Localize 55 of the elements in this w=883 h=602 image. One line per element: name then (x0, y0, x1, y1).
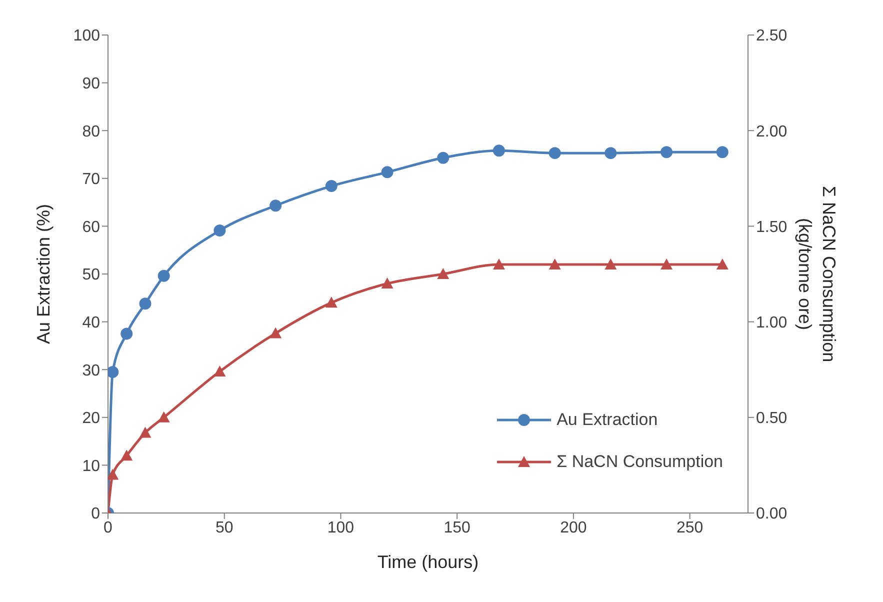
legend-label: Au Extraction (556, 410, 658, 430)
point (437, 152, 450, 164)
point (492, 258, 505, 270)
y-tick-label: 30 (82, 362, 100, 380)
y2-tick-label: 0.00 (756, 506, 788, 523)
point (604, 258, 617, 270)
point (604, 147, 617, 160)
point (437, 268, 450, 279)
x-tick-label: 150 (444, 519, 471, 536)
point (108, 366, 119, 378)
point (139, 426, 152, 438)
y2-tick-label: 1.50 (756, 218, 788, 236)
y-tick-label: 20 (82, 410, 100, 428)
y2-tick-label: 2.50 (756, 28, 788, 45)
y2-axis-title: Σ NaCN Consumption (kg/tonne ore) (795, 186, 839, 362)
point (325, 180, 338, 192)
y-tick-label: 100 (73, 28, 100, 45)
point (381, 278, 394, 289)
point (660, 258, 673, 270)
y-tick-label: 90 (82, 75, 100, 92)
y2-tick-label: 1.00 (756, 314, 788, 332)
x-tick-label: 50 (215, 519, 234, 536)
point (120, 328, 133, 340)
y-tick-label: 40 (82, 314, 100, 332)
point (158, 270, 170, 282)
y-tick-label: 10 (82, 458, 100, 475)
point (325, 296, 338, 308)
y2-tick-label: 0.50 (756, 410, 788, 428)
point (716, 146, 728, 158)
point (660, 146, 673, 158)
point (108, 468, 119, 480)
y-tick-label: 80 (82, 123, 100, 140)
point (120, 450, 133, 461)
y-tick-label: 60 (82, 218, 100, 236)
point (270, 327, 282, 338)
y-tick-label: 0 (91, 506, 100, 523)
point (270, 200, 282, 212)
x-tick-label: 100 (327, 519, 354, 536)
point (214, 366, 226, 377)
point (381, 166, 394, 178)
y-tick-label: 50 (82, 266, 100, 284)
y2-tick-label: 2.00 (756, 123, 788, 140)
legend-label: Σ NaCN Consumption (556, 452, 723, 472)
point (139, 298, 152, 310)
point (716, 258, 728, 270)
point (492, 144, 505, 157)
x-axis-title: Time (hours) (377, 552, 479, 572)
point (548, 258, 561, 270)
point (548, 147, 561, 160)
point (214, 224, 226, 236)
y-tick-label: 70 (82, 171, 100, 188)
x-tick-label: 200 (560, 519, 587, 536)
x-tick-label: 0 (104, 519, 113, 536)
y-axis-title: Au Extraction (%) (33, 204, 54, 344)
x-tick-label: 250 (676, 519, 704, 536)
